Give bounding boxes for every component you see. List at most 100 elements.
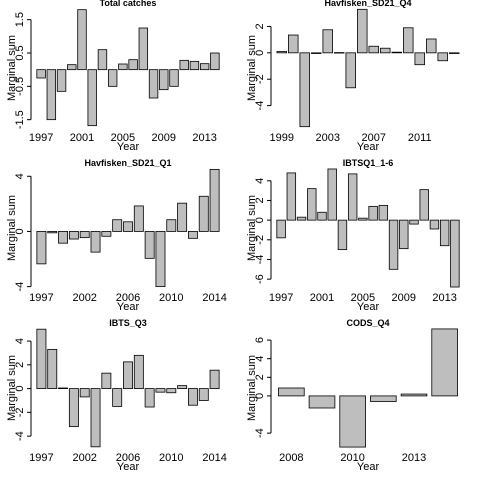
bar — [345, 52, 356, 89]
bar — [133, 354, 144, 389]
bar — [357, 8, 368, 54]
y-tick-label: -4 — [14, 431, 26, 441]
bar — [278, 387, 305, 397]
bar — [58, 231, 69, 244]
bar — [198, 388, 209, 401]
bar — [370, 395, 397, 402]
x-axis-label: Year — [117, 461, 140, 473]
bar — [399, 219, 409, 250]
bar — [58, 387, 69, 389]
y-axis-label: Marginal sum — [6, 355, 18, 421]
x-tick-label: 2011 — [408, 132, 432, 144]
y-tick-label: -4 — [14, 282, 26, 292]
y-axis-label: Marginal sum — [246, 35, 258, 101]
bar — [308, 395, 336, 409]
x-tick-label: 1997 — [29, 292, 53, 304]
bar — [450, 219, 460, 288]
y-tick-label: 0 — [14, 228, 26, 234]
bar — [210, 52, 220, 71]
bar — [36, 231, 47, 265]
bar — [187, 388, 198, 406]
panel: Havfisken_SD21_Q4 Year Marginal sum-4 -2 0 2 1… — [246, 0, 460, 153]
bar — [87, 69, 97, 127]
bar — [286, 172, 297, 221]
bar — [296, 216, 307, 221]
y-tick-label: 0.5 — [14, 45, 26, 60]
x-tick-label: 2010 — [159, 452, 183, 464]
x-tick-label: 1997 — [29, 132, 53, 144]
panel-title: Total catches — [100, 0, 157, 8]
x-tick-label: 2014 — [202, 452, 226, 464]
y-tick-label: 4 — [14, 338, 26, 344]
x-tick-label: 2009 — [152, 132, 176, 144]
panel-title: CODS_Q4 — [346, 318, 389, 328]
y-tick-label: 1.5 — [14, 12, 26, 27]
bar — [317, 211, 327, 221]
bar — [388, 219, 399, 270]
bar — [209, 168, 220, 232]
bar — [166, 388, 177, 394]
bar — [56, 69, 67, 92]
bar — [68, 231, 79, 240]
x-tick-label: 2013 — [402, 452, 426, 464]
bar — [358, 217, 368, 221]
x-tick-label: 2009 — [392, 292, 416, 304]
bar — [148, 69, 159, 99]
y-tick-label: -2 — [254, 235, 266, 245]
panel-title: Havfisken_SD21_Q1 — [84, 158, 171, 168]
bar — [288, 34, 299, 54]
x-tick-label: 2001 — [310, 292, 334, 304]
bar — [177, 385, 188, 389]
bar — [155, 388, 166, 393]
y-tick-label: 6 — [254, 337, 266, 343]
bar — [322, 29, 333, 54]
y-axis-label: Marginal sum — [246, 195, 258, 261]
x-axis-label: Year — [357, 461, 380, 473]
x-tick-label: 2005 — [111, 132, 135, 144]
bar — [449, 52, 460, 54]
panel: IBTS_Q3 Year Marginal sum -4 -2 0 2 4 1997 2002 20… — [6, 318, 227, 473]
y-tick-label: 0 — [254, 50, 266, 56]
panel: Total catches Year Marginal sum -1.5 -0.5 0.5… — [6, 0, 220, 153]
y-tick-label: -6 — [254, 274, 266, 284]
bar — [339, 395, 366, 448]
bar — [391, 51, 402, 54]
panel-title: IBTSQ1_1-6 — [343, 158, 394, 168]
x-tick-label: 2010 — [340, 452, 364, 464]
x-tick-label: 2007 — [362, 132, 386, 144]
bar — [107, 69, 118, 87]
bar — [123, 361, 133, 389]
x-tick-label: 2005 — [351, 292, 375, 304]
bar — [36, 69, 46, 79]
y-axis-label: Marginal sum — [6, 195, 18, 261]
y-tick-label: 0 — [254, 217, 266, 223]
bar — [128, 59, 138, 71]
y-tick-label: -4 — [254, 255, 266, 265]
bar — [179, 59, 189, 71]
bar — [77, 9, 87, 71]
x-tick-label: 2013 — [192, 132, 216, 144]
y-tick-label: -4 — [254, 101, 266, 111]
bar — [159, 69, 169, 91]
bar — [409, 219, 419, 225]
bar — [299, 52, 310, 128]
x-axis-label: Year — [357, 301, 380, 313]
x-tick-label: 2006 — [116, 292, 140, 304]
y-tick-label: 4 — [14, 173, 26, 179]
y-tick-label: 0 — [14, 386, 26, 392]
bar — [347, 173, 358, 221]
x-tick-label: 1997 — [269, 292, 293, 304]
bar — [311, 52, 322, 54]
bar — [47, 231, 58, 234]
bar — [177, 202, 188, 232]
bar — [198, 195, 209, 232]
bar — [79, 388, 90, 398]
x-tick-label: 2002 — [72, 292, 96, 304]
bar — [307, 188, 317, 221]
bar — [138, 27, 149, 71]
bar — [79, 231, 90, 239]
panel: CODS_Q4 Year Marginal sum -4 0 2 4 6 2008 2010 201… — [246, 318, 458, 473]
bar — [426, 38, 437, 54]
y-tick-label: 2 — [254, 374, 266, 380]
y-tick-label: -2 — [14, 407, 26, 417]
